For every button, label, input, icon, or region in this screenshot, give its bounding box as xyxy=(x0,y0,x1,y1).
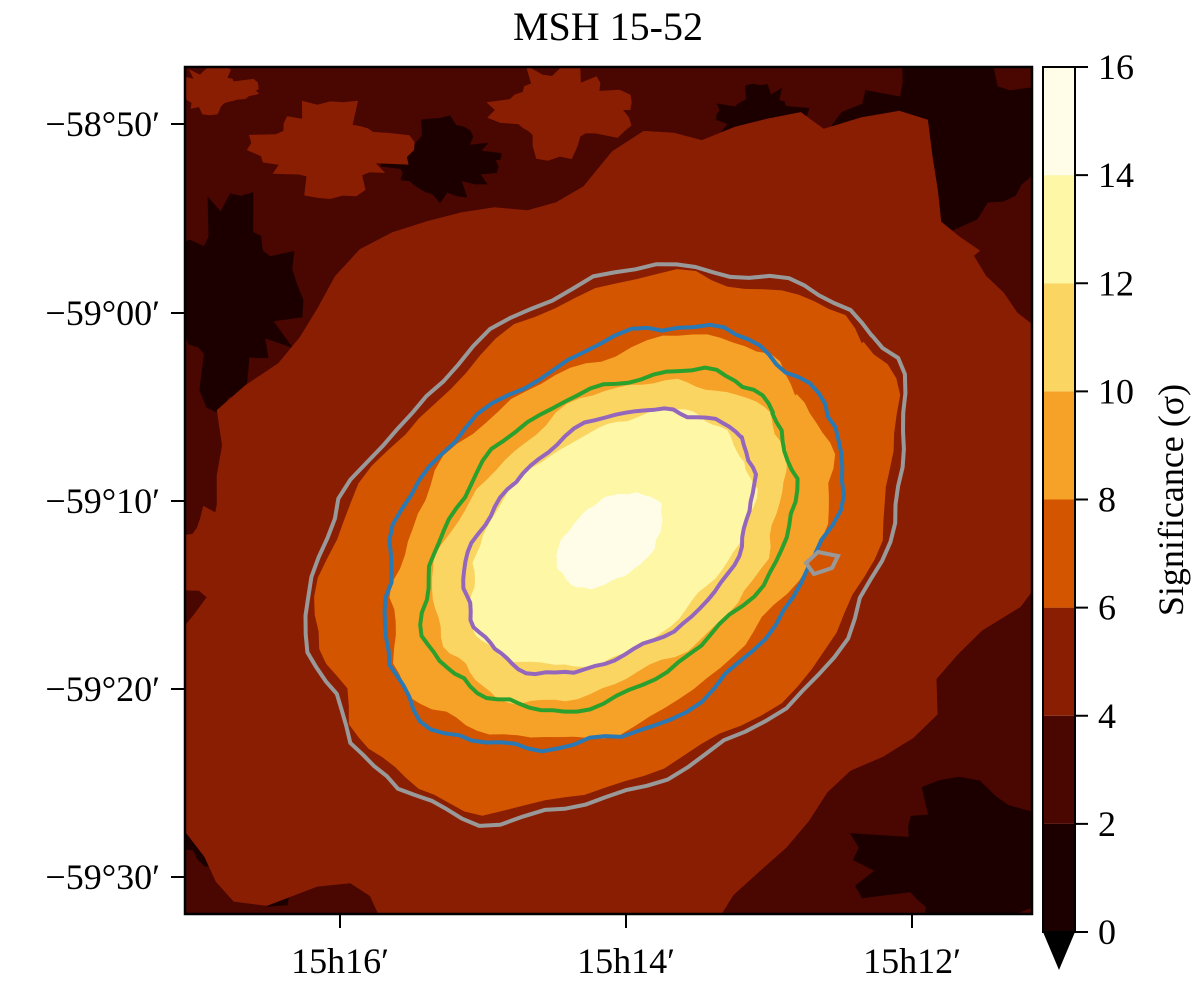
colorbar-extend-triangle xyxy=(1043,932,1075,970)
colorbar-band xyxy=(1043,67,1075,176)
map-area xyxy=(185,67,1032,914)
colorbar-band xyxy=(1043,607,1075,716)
background-patch xyxy=(486,67,632,161)
y-tick-label: −59°30′ xyxy=(45,857,160,897)
x-axis: 15h16′ 15h14′ 15h12′ xyxy=(291,914,961,981)
plot-frame xyxy=(183,65,1034,916)
colorbar-tick-label: 8 xyxy=(1098,480,1116,520)
significance-region xyxy=(556,492,663,590)
colorbar-band xyxy=(1043,499,1075,608)
colorbar-tick-label: 6 xyxy=(1098,588,1116,628)
x-tick-label: 15h16′ xyxy=(291,941,389,981)
contour-line xyxy=(303,262,908,828)
y-axis: −58°50′ −59°00′ −59°10′ −59°20′ −59°30′ xyxy=(45,104,185,897)
colorbar-tick-label: 14 xyxy=(1098,155,1134,195)
colorbar-band xyxy=(1043,175,1075,284)
contour-line xyxy=(461,406,758,677)
contour-line xyxy=(418,365,800,714)
background-patch xyxy=(246,100,415,199)
colorbar-tick-label: 2 xyxy=(1098,804,1116,844)
colorbar-ticks: 0 2 4 6 8 10 12 14 16 xyxy=(1075,47,1134,952)
source-regions xyxy=(185,110,1032,914)
chart-title: MSH 15-52 xyxy=(513,4,703,49)
colorbar-label: Significance (σ) xyxy=(1151,384,1191,616)
x-tick-label: 15h12′ xyxy=(863,941,961,981)
y-tick-label: −59°10′ xyxy=(45,481,160,521)
colorbar-band xyxy=(1043,283,1075,392)
significance-contours xyxy=(303,262,908,828)
colorbar-band xyxy=(1043,823,1075,932)
y-tick-label: −58°50′ xyxy=(45,104,160,144)
background-patch xyxy=(380,115,502,204)
colorbar-tick-label: 12 xyxy=(1098,263,1134,303)
colorbar: 0 2 4 6 8 10 12 14 16 Significance (σ) xyxy=(1042,47,1191,970)
colorbar-tick-label: 16 xyxy=(1098,47,1134,87)
background-patch xyxy=(185,67,260,116)
colorbar-bands xyxy=(1043,67,1075,932)
background-patch xyxy=(849,776,1032,914)
contour-line xyxy=(382,322,846,754)
colorbar-tick-label: 0 xyxy=(1098,912,1116,952)
colorbar-tick-label: 10 xyxy=(1098,371,1134,411)
colorbar-band xyxy=(1043,391,1075,500)
colorbar-tick-label: 4 xyxy=(1098,696,1116,736)
contour-line xyxy=(803,549,841,577)
x-tick-label: 15h14′ xyxy=(577,941,675,981)
y-tick-label: −59°20′ xyxy=(45,669,160,709)
colorbar-band xyxy=(1043,715,1075,824)
background-patch xyxy=(185,192,304,413)
y-tick-label: −59°00′ xyxy=(45,293,160,333)
